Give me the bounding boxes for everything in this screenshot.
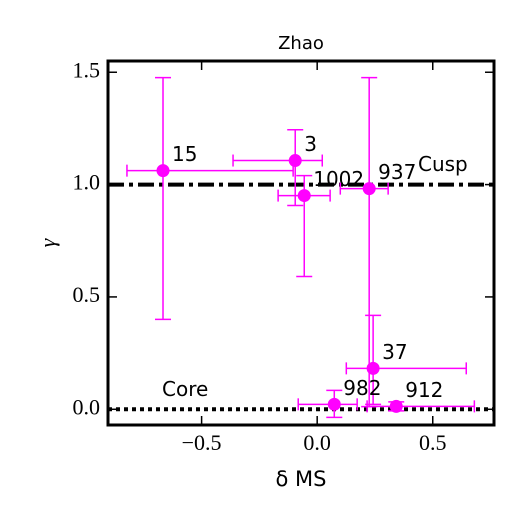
- point-label: 15: [172, 142, 197, 166]
- reference-label: Cusp: [418, 152, 468, 176]
- point-label: 37: [382, 340, 407, 364]
- x-tick-label: 0.5: [419, 430, 447, 455]
- y-tick-label: 0.0: [73, 394, 101, 419]
- point-label: 937: [378, 160, 416, 184]
- point: [156, 164, 170, 178]
- y-axis-label: γ: [35, 237, 60, 247]
- point-label: 3: [304, 132, 317, 156]
- x-tick-label: 0.0: [303, 430, 331, 455]
- y-tick-label: 1.0: [73, 170, 101, 195]
- point: [327, 397, 341, 411]
- plot-frame: [106, 59, 496, 427]
- point: [389, 399, 403, 413]
- x-tick-label: −0.5: [182, 430, 222, 455]
- y-tick-label: 1.5: [73, 57, 101, 82]
- point: [366, 361, 380, 375]
- point-label: 1002: [313, 167, 364, 191]
- point: [288, 154, 302, 168]
- chart-title: Zhao: [278, 33, 324, 54]
- point-label: 912: [405, 378, 443, 402]
- reference-label: Core: [162, 377, 208, 401]
- point: [362, 182, 376, 196]
- y-tick-label: 0.5: [73, 282, 101, 307]
- point: [297, 189, 311, 203]
- x-axis-label: δ MS: [276, 467, 327, 491]
- point-label: 982: [343, 376, 381, 400]
